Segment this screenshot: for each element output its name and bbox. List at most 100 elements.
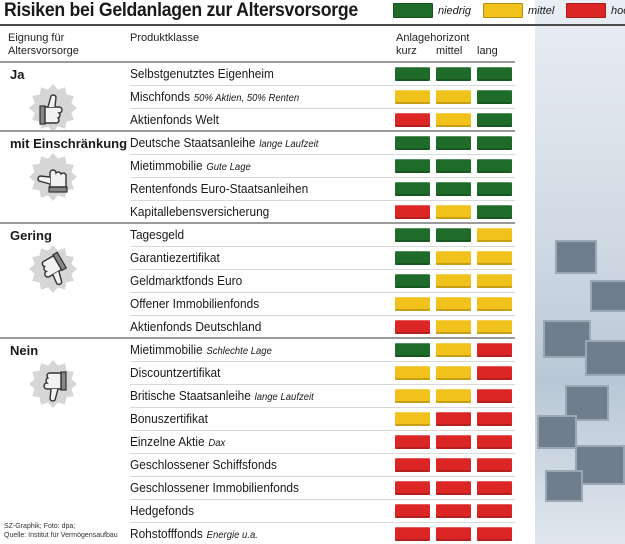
risk-cell-mittel xyxy=(436,481,471,495)
header-produktklasse: Produktklasse xyxy=(130,32,200,44)
product-note: Schlechte Lage xyxy=(206,346,272,357)
risk-cell-kurz xyxy=(395,389,430,403)
row-divider xyxy=(130,85,515,86)
monitor-shape xyxy=(545,470,583,502)
risk-cell-mittel xyxy=(436,320,471,334)
risk-cell-kurz xyxy=(395,182,430,196)
legend-item-niedrig: niedrig xyxy=(393,3,471,18)
risk-cell-lang xyxy=(477,343,512,357)
risk-cell-lang xyxy=(477,228,512,242)
product-name: Discountzertifikat xyxy=(130,366,221,380)
product-name: Rohstofffonds xyxy=(130,527,203,541)
product-label: Geldmarktfonds Euro xyxy=(130,274,242,288)
risk-cell-kurz xyxy=(395,251,430,265)
chart-title: Risiken bei Geldanlagen zur Altersvorsor… xyxy=(4,0,358,21)
risk-cell-lang xyxy=(477,159,512,173)
risk-cell-mittel xyxy=(436,159,471,173)
thumb-sideways-icon xyxy=(28,152,78,202)
risk-cell-mittel xyxy=(436,136,471,150)
product-label: Aktienfonds Welt xyxy=(130,113,219,127)
risk-cell-kurz xyxy=(395,113,430,127)
group-divider xyxy=(0,61,515,63)
risk-cell-lang xyxy=(477,481,512,495)
risk-cell-kurz xyxy=(395,320,430,334)
product-name: Aktienfonds Welt xyxy=(130,113,219,127)
footer-source: Quelle: Institut für Vermögensaufbau xyxy=(4,531,118,539)
risk-cell-mittel xyxy=(436,504,471,518)
row-divider xyxy=(130,453,515,454)
background-photo xyxy=(535,0,625,544)
risk-cell-mittel xyxy=(436,435,471,449)
risk-cell-lang xyxy=(477,458,512,472)
product-name: Einzelne Aktie xyxy=(130,435,205,449)
risk-cell-kurz xyxy=(395,481,430,495)
product-note: lange Laufzeit xyxy=(254,392,314,403)
risk-cell-lang xyxy=(477,366,512,380)
legend-swatch xyxy=(483,3,523,18)
group-divider xyxy=(0,337,515,339)
risk-cell-mittel xyxy=(436,274,471,288)
risk-cell-kurz xyxy=(395,504,430,518)
row-divider xyxy=(130,430,515,431)
risk-cell-lang xyxy=(477,389,512,403)
group-label: mit Einschränkung xyxy=(10,136,128,151)
risk-cell-lang xyxy=(477,67,512,81)
product-label: Bonuszertifikat xyxy=(130,412,208,426)
legend-swatch xyxy=(393,3,433,18)
group-divider xyxy=(0,222,515,224)
group-label: Nein xyxy=(10,343,39,358)
risk-cell-kurz xyxy=(395,412,430,426)
product-note: Dax xyxy=(208,438,226,449)
product-note: 50% Aktien, 50% Renten xyxy=(193,93,300,104)
risk-cell-mittel xyxy=(436,113,471,127)
product-name: Kapitallebensversicherung xyxy=(130,205,270,219)
product-label: Rentenfonds Euro-Staatsanleihen xyxy=(130,182,308,196)
risk-cell-mittel xyxy=(436,205,471,219)
product-label: Mischfonds 50% Aktien, 50% Renten xyxy=(130,90,299,104)
risk-cell-lang xyxy=(477,90,512,104)
risk-cell-kurz xyxy=(395,205,430,219)
header-horizon-mittel: mittel xyxy=(436,45,463,57)
product-name: Bonuszertifikat xyxy=(130,412,208,426)
header-horizon-lang: lang xyxy=(477,45,498,57)
product-label: Britische Staatsanleihe lange Laufzeit xyxy=(130,389,314,403)
row-divider xyxy=(130,200,515,201)
product-name: Garantiezertifikat xyxy=(130,251,220,265)
risk-cell-lang xyxy=(477,113,512,127)
row-divider xyxy=(130,384,515,385)
risk-cell-kurz xyxy=(395,274,430,288)
legend-label: hoch xyxy=(611,4,625,17)
risk-cell-lang xyxy=(477,251,512,265)
product-name: Tagesgeld xyxy=(130,228,185,242)
product-name: Selbstgenutztes Eigenheim xyxy=(130,67,274,81)
risk-cell-kurz xyxy=(395,67,430,81)
risk-cell-mittel xyxy=(436,182,471,196)
risk-cell-mittel xyxy=(436,251,471,265)
product-note: Energie u.a. xyxy=(206,530,258,541)
risk-cell-mittel xyxy=(436,343,471,357)
monitor-shape xyxy=(590,280,625,312)
risk-cell-kurz xyxy=(395,435,430,449)
row-divider xyxy=(130,177,515,178)
group-divider xyxy=(0,130,515,132)
row-divider xyxy=(130,108,515,109)
risk-cell-mittel xyxy=(436,366,471,380)
monitor-shape xyxy=(543,320,591,358)
row-divider xyxy=(130,246,515,247)
header-anlagehorizont: Anlagehorizont xyxy=(396,32,470,44)
risk-cell-mittel xyxy=(436,389,471,403)
product-name: Rentenfonds Euro-Staatsanleihen xyxy=(130,182,309,196)
legend-label: niedrig xyxy=(438,4,472,17)
risk-cell-mittel xyxy=(436,527,471,541)
product-name: Mischfonds xyxy=(130,90,191,104)
product-name: Geschlossener Immobilienfonds xyxy=(130,481,299,495)
product-name: Deutsche Staatsanleihe xyxy=(130,136,256,150)
row-divider xyxy=(130,499,515,500)
product-label: Garantiezertifikat xyxy=(130,251,220,265)
thumb-up-icon xyxy=(28,83,78,133)
product-name: Mietimmobilie xyxy=(130,343,203,357)
product-label: Hedgefonds xyxy=(130,504,194,518)
product-label: Einzelne Aktie Dax xyxy=(130,435,225,449)
risk-cell-lang xyxy=(477,527,512,541)
legend-swatch xyxy=(566,3,606,18)
